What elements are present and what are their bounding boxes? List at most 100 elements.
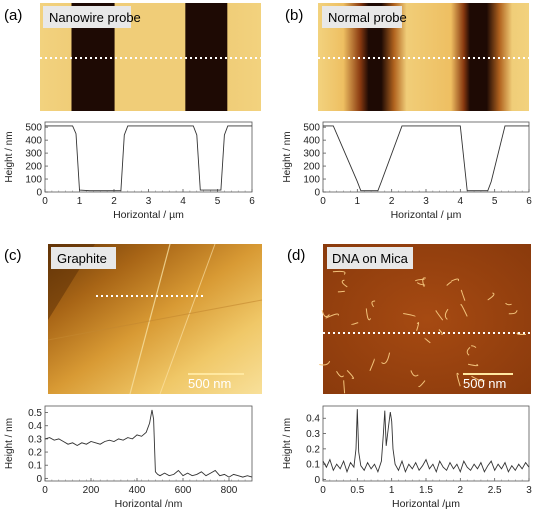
dna-strand <box>321 309 330 318</box>
panel-b-plot-frame <box>322 121 530 193</box>
panel-d-xtick-label: 2 <box>458 485 464 496</box>
panel-a-label-box <box>43 6 131 28</box>
panel-b-xtick-label: 2 <box>389 196 395 207</box>
dna-strand <box>446 281 453 286</box>
panel-d-image-label: DNA on Mica <box>332 251 409 266</box>
panel-a-letter: (a) <box>4 7 22 24</box>
panel-c-plot-frame <box>44 405 253 482</box>
panel-a-height-profile-line <box>45 125 252 192</box>
dna-strand <box>424 337 431 344</box>
panel-b-ytick-label: 200 <box>303 162 320 173</box>
dna-strand <box>319 360 331 366</box>
panel-a-xtick-label: 1 <box>77 196 83 207</box>
panel-d-xlabel: Horizontal /µm <box>392 498 460 510</box>
panel-b-ytick-label: 400 <box>303 136 320 147</box>
dna-strand <box>471 375 485 382</box>
panel-d-ytick-label: 0.1 <box>306 460 320 471</box>
panel-a-xtick-label: 3 <box>146 196 152 207</box>
panel-b-height-profile-line <box>323 125 529 192</box>
panel-b-xtick-label: 6 <box>526 196 532 207</box>
panel-c-step-edge-1 <box>129 243 171 395</box>
panel-b-ylabel: Height / nm <box>282 131 293 182</box>
dna-strand <box>438 329 443 335</box>
panel-b-ytick-label: 500 <box>303 123 320 134</box>
panel-b-ytick-label: 100 <box>303 175 320 186</box>
panel-b-xtick-label: 3 <box>423 196 429 207</box>
panel-d-ytick-label: 0.4 <box>306 414 320 425</box>
dna-strand <box>471 345 477 348</box>
panel-a-ytick-label: 0 <box>36 188 42 199</box>
panel-c-ytick-label: 0.1 <box>28 461 42 472</box>
dna-strand <box>351 322 359 326</box>
dna-strand <box>325 313 339 319</box>
panel-b-xlabel: Horizontal / µm <box>391 209 462 221</box>
panel-b-xtick-label: 1 <box>355 196 361 207</box>
panel-b-ytick-label: 0 <box>314 188 320 199</box>
panel-a-xtick-label: 5 <box>215 196 221 207</box>
panel-a-ytick-label: 300 <box>25 149 42 160</box>
panel-c-ytick-label: 0.5 <box>28 408 42 419</box>
panel-c-image-label: Graphite <box>57 251 107 266</box>
panel-c-xlabel: Horizontal /nm <box>115 498 183 510</box>
dna-strand <box>435 310 444 321</box>
panel-b-image: Normal probe <box>318 3 529 111</box>
panel-c-label-box <box>51 247 116 269</box>
panel-a-image: Nanowire probe <box>40 3 261 111</box>
dna-strand <box>336 371 344 378</box>
dna-strand <box>381 352 391 364</box>
dna-strand <box>444 308 449 320</box>
panel-c-xtick-label: 800 <box>221 485 238 496</box>
dna-strand <box>505 302 512 306</box>
dna-strand <box>343 380 346 394</box>
panel-d-image: DNA on Mica 500 nm <box>319 244 531 394</box>
dna-strand <box>416 322 420 331</box>
dna-strand <box>332 270 346 275</box>
panel-c-ytick-label: 0 <box>36 474 42 485</box>
panel-a-ylabel: Height / nm <box>4 131 15 182</box>
panel-d-letter: (d) <box>287 247 305 264</box>
panel-d-xtick-label: 1.5 <box>419 485 433 496</box>
dna-strand <box>418 380 426 388</box>
panel-d-ytick-label: 0.3 <box>306 429 320 440</box>
panel-d-ylabel: Height / nm <box>282 418 293 469</box>
panel-a-xtick-label: 4 <box>180 196 186 207</box>
panel-c-xtick-label: 0 <box>42 485 48 496</box>
dna-strand <box>487 292 495 301</box>
panel-a-ytick-label: 200 <box>25 162 42 173</box>
panel-b-xtick-label: 0 <box>320 196 326 207</box>
panel-d-xtick-label: 3 <box>526 485 532 496</box>
panel-d-xtick-label: 2.5 <box>488 485 502 496</box>
dna-strand <box>460 289 466 301</box>
dna-strand <box>414 278 425 282</box>
panel-b-xtick-label: 4 <box>458 196 464 207</box>
dna-strand <box>403 313 416 317</box>
panel-c-letter: (c) <box>4 247 22 264</box>
panel-a-ytick-label: 400 <box>25 136 42 147</box>
panel-a-ytick-label: 100 <box>25 175 42 186</box>
panel-a-plot-frame <box>44 121 253 193</box>
dna-strand <box>467 363 479 367</box>
dna-strand <box>346 370 354 379</box>
dna-strand <box>508 310 518 315</box>
panel-c-step-edge-3 <box>47 299 263 341</box>
dna-strand <box>369 358 375 371</box>
panel-c-height-profile-line <box>44 409 253 478</box>
dna-strand <box>456 372 461 387</box>
panel-c-image: Graphite 500 nm <box>47 243 263 395</box>
panel-d-label-box <box>327 247 413 269</box>
dna-strand <box>451 278 460 282</box>
dna-strand <box>365 308 372 321</box>
panel-d-plot-frame <box>322 405 530 482</box>
panel-b-label-box <box>322 6 402 28</box>
panel-c-ytick-label: 0.4 <box>28 421 42 432</box>
panel-a-xtick-label: 6 <box>249 196 255 207</box>
dna-strand <box>341 279 348 288</box>
panel-d-xtick-label: 0 <box>320 485 326 496</box>
panel-b-image-label: Normal probe <box>328 10 407 25</box>
panel-d-ytick-label: 0 <box>314 475 320 486</box>
dna-strand <box>371 300 376 308</box>
panel-c-ylabel: Height / nm <box>4 418 15 469</box>
panel-c-scale-label: 500 nm <box>188 376 231 391</box>
